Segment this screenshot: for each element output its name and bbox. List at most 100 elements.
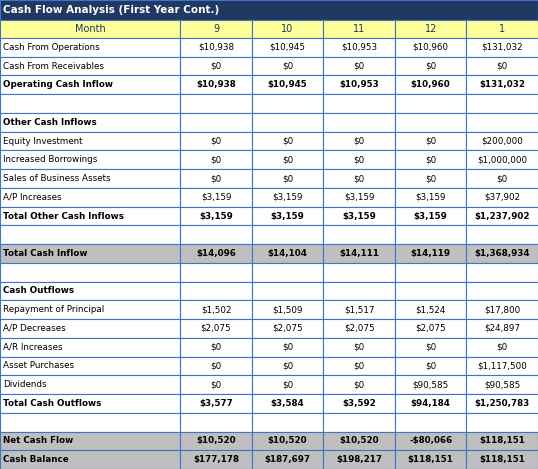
Bar — [0, 38, 180, 57]
Bar — [466, 169, 538, 188]
Text: Month: Month — [75, 24, 105, 34]
Bar — [395, 413, 466, 431]
Text: $1,117,500: $1,117,500 — [477, 362, 527, 371]
Bar — [252, 169, 323, 188]
Bar — [323, 375, 395, 394]
Bar — [466, 281, 538, 300]
Text: Equity Investment: Equity Investment — [3, 136, 83, 145]
Text: Cash Flow Analysis (First Year Cont.): Cash Flow Analysis (First Year Cont.) — [3, 5, 220, 15]
Text: $0: $0 — [282, 174, 293, 183]
Bar — [466, 375, 538, 394]
Text: $3,159: $3,159 — [201, 193, 231, 202]
Bar — [0, 450, 180, 469]
Bar — [395, 169, 466, 188]
Text: $1,517: $1,517 — [344, 305, 374, 314]
Text: $3,159: $3,159 — [415, 193, 446, 202]
Bar — [466, 94, 538, 113]
Bar — [0, 281, 180, 300]
Bar — [252, 319, 323, 338]
Bar — [395, 338, 466, 356]
Text: A/P Decreases: A/P Decreases — [3, 324, 66, 333]
Text: $0: $0 — [210, 136, 222, 145]
Text: $17,800: $17,800 — [484, 305, 520, 314]
Text: $0: $0 — [282, 136, 293, 145]
Text: $2,075: $2,075 — [344, 324, 374, 333]
Text: $1,524: $1,524 — [415, 305, 446, 314]
Bar — [0, 0, 538, 20]
Text: Total Cash Inflow: Total Cash Inflow — [3, 249, 88, 258]
Text: $0: $0 — [282, 380, 293, 389]
Bar — [252, 188, 323, 207]
Bar — [0, 375, 180, 394]
Text: $2,075: $2,075 — [201, 324, 231, 333]
Text: A/R Increases: A/R Increases — [3, 343, 63, 352]
Bar — [0, 338, 180, 356]
Text: $0: $0 — [282, 155, 293, 164]
Bar — [323, 394, 395, 413]
Bar — [0, 94, 180, 113]
Bar — [395, 113, 466, 132]
Bar — [323, 356, 395, 375]
Text: $118,151: $118,151 — [479, 436, 525, 446]
Bar — [0, 244, 180, 263]
Text: $14,119: $14,119 — [410, 249, 451, 258]
Bar — [395, 281, 466, 300]
Bar — [395, 263, 466, 281]
Text: $3,159: $3,159 — [271, 212, 305, 220]
Bar — [180, 38, 252, 57]
Bar — [466, 300, 538, 319]
Bar — [180, 169, 252, 188]
Bar — [395, 76, 466, 94]
Bar — [466, 338, 538, 356]
Bar — [0, 151, 180, 169]
Bar — [180, 450, 252, 469]
Text: Dividends: Dividends — [3, 380, 47, 389]
Text: $0: $0 — [425, 174, 436, 183]
Text: $0: $0 — [282, 362, 293, 371]
Bar — [395, 356, 466, 375]
Text: $177,178: $177,178 — [193, 455, 239, 464]
Bar — [466, 431, 538, 450]
Bar — [252, 394, 323, 413]
Bar — [323, 38, 395, 57]
Text: $0: $0 — [497, 61, 508, 71]
Text: $0: $0 — [282, 61, 293, 71]
Bar — [0, 113, 180, 132]
Bar — [252, 338, 323, 356]
Bar — [466, 132, 538, 151]
Text: Cash From Operations: Cash From Operations — [3, 43, 100, 52]
Bar — [180, 281, 252, 300]
Text: $0: $0 — [425, 362, 436, 371]
Bar — [252, 20, 323, 38]
Bar — [466, 113, 538, 132]
Text: Cash Outflows: Cash Outflows — [3, 287, 74, 295]
Bar — [395, 188, 466, 207]
Text: $10,960: $10,960 — [413, 43, 449, 52]
Text: $0: $0 — [497, 174, 508, 183]
Text: $0: $0 — [353, 380, 365, 389]
Text: $24,897: $24,897 — [484, 324, 520, 333]
Text: $2,075: $2,075 — [415, 324, 446, 333]
Text: Repayment of Principal: Repayment of Principal — [3, 305, 104, 314]
Text: Increased Borrowings: Increased Borrowings — [3, 155, 97, 164]
Bar — [466, 207, 538, 226]
Text: 11: 11 — [353, 24, 365, 34]
Text: $10,520: $10,520 — [196, 436, 236, 446]
Bar — [323, 263, 395, 281]
Text: $10,953: $10,953 — [341, 43, 377, 52]
Text: $3,159: $3,159 — [342, 212, 376, 220]
Bar — [252, 38, 323, 57]
Bar — [395, 450, 466, 469]
Text: $2,075: $2,075 — [272, 324, 303, 333]
Bar — [323, 338, 395, 356]
Bar — [180, 319, 252, 338]
Bar — [395, 20, 466, 38]
Bar — [323, 319, 395, 338]
Text: $200,000: $200,000 — [482, 136, 523, 145]
Bar — [323, 57, 395, 76]
Bar — [466, 263, 538, 281]
Text: $1,000,000: $1,000,000 — [477, 155, 527, 164]
Text: $131,032: $131,032 — [479, 80, 525, 90]
Text: $0: $0 — [210, 343, 222, 352]
Bar — [180, 226, 252, 244]
